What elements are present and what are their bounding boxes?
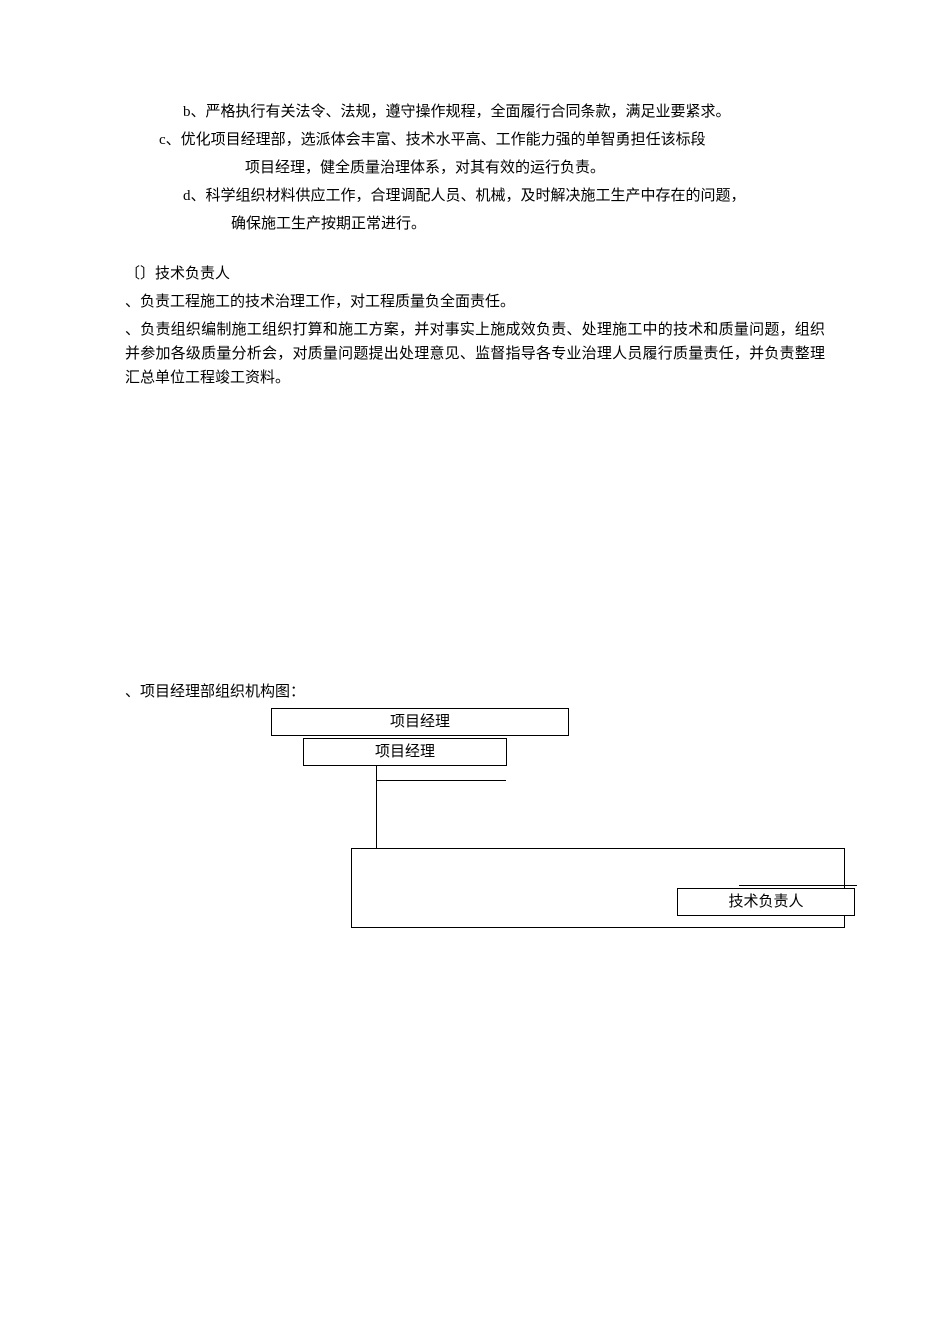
item-b-text: b、严格执行有关法令、法规，遵守操作规程，全面履行合同条款，满足业要紧求。	[183, 104, 731, 120]
item-c-line1: c、优化项目经理部，选派体会丰富、技术水平高、工作能力强的单智勇担任该标段	[125, 128, 825, 152]
spacer	[125, 240, 825, 260]
org-vertical-line	[376, 766, 377, 848]
org-box-top2-label: 项目经理	[375, 740, 435, 764]
org-box-top1: 项目经理	[271, 708, 569, 736]
section2-p2: 、负责组织编制施工组织打算和施工方案，并对事实上施成效负责、处理施工中的技术和质…	[125, 318, 825, 390]
org-box-right-label: 技术负责人	[728, 890, 803, 914]
item-c-line2: 项目经理，健全质量治理体系，对其有效的运行负责。	[125, 156, 825, 180]
org-horizontal-line	[376, 780, 506, 781]
item-d-text1: d、科学组织材料供应工作，合理调配人员、机械，及时解决施工生产中存在的问题，	[183, 188, 746, 204]
section2-title: 〔〕技术负责人	[125, 262, 825, 286]
item-c-text1: c、优化项目经理部，选派体会丰富、技术水平高、工作能力强的单智勇担任该标段	[159, 132, 706, 148]
section2-p1: 、负责工程施工的技术治理工作，对工程质量负全面责任。	[125, 290, 825, 314]
item-d-line2: 确保施工生产按期正常进行。	[125, 212, 825, 236]
org-chart-section: 、项目经理部组织机构图： 项目经理 项目经理 技术负责人	[125, 680, 825, 988]
org-box-top1-label: 项目经理	[390, 710, 450, 734]
org-chart-title-text: 、项目经理部组织机构图：	[125, 684, 305, 700]
item-b: b、严格执行有关法令、法规，遵守操作规程，全面履行合同条款，满足业要紧求。	[125, 100, 825, 124]
item-c-text2: 项目经理，健全质量治理体系，对其有效的运行负责。	[245, 160, 605, 176]
item-d-text2: 确保施工生产按期正常进行。	[231, 216, 426, 232]
org-box-right: 技术负责人	[677, 888, 855, 916]
org-right-rule	[739, 885, 857, 886]
section2-p2-text: 、负责组织编制施工组织打算和施工方案，并对事实上施成效负责、处理施工中的技术和质…	[125, 322, 825, 386]
org-chart-title: 、项目经理部组织机构图：	[125, 680, 825, 704]
section2-title-text: 〔〕技术负责人	[125, 266, 230, 282]
item-d-line1: d、科学组织材料供应工作，合理调配人员、机械，及时解决施工生产中存在的问题，	[125, 184, 825, 208]
org-chart: 项目经理 项目经理 技术负责人	[125, 708, 855, 988]
org-box-top2: 项目经理	[303, 738, 507, 766]
section2-p1-text: 、负责工程施工的技术治理工作，对工程质量负全面责任。	[125, 294, 515, 310]
